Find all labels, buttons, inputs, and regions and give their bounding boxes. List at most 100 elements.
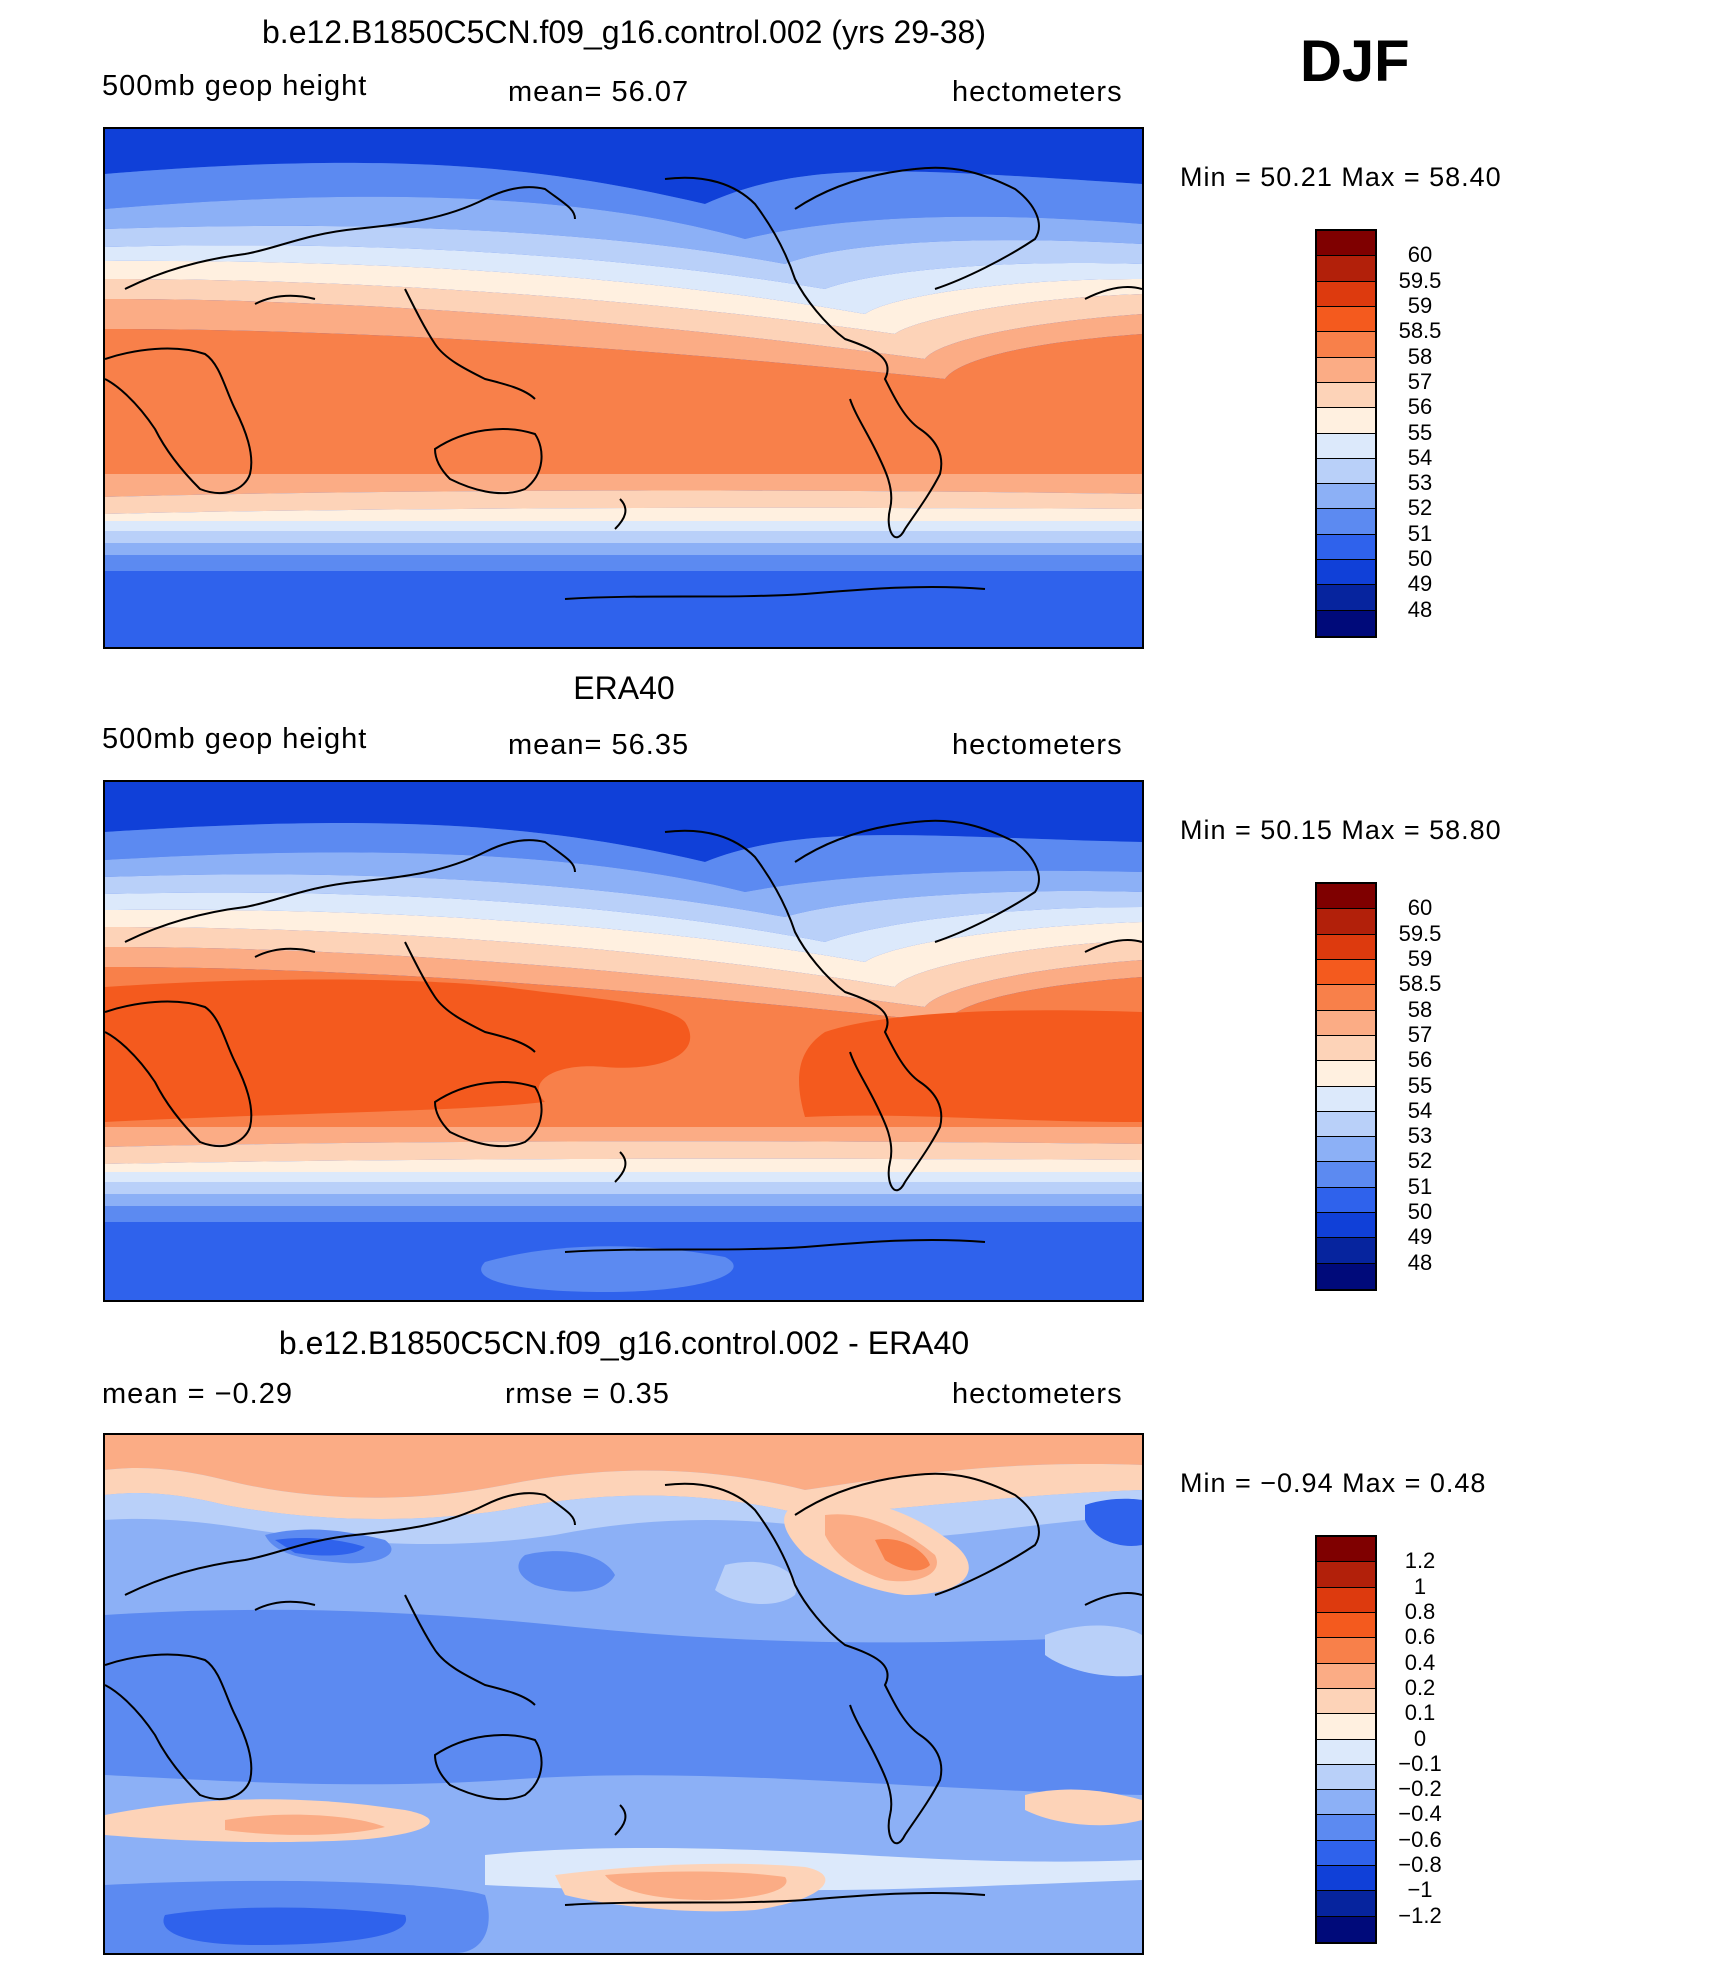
panel1-map-svg xyxy=(105,129,1142,647)
colorbar-tick-label: 0.2 xyxy=(1404,1674,1436,1700)
colorbar-segment xyxy=(1317,1916,1375,1942)
colorbar-segment xyxy=(1317,1238,1375,1264)
colorbar-segment xyxy=(1317,1866,1375,1892)
colorbar-tick-label: 57 xyxy=(1407,1021,1433,1047)
colorbar-tick-label: 55 xyxy=(1407,1072,1433,1098)
colorbar-segment xyxy=(1317,433,1375,459)
colorbar-tick-label: 56 xyxy=(1407,1047,1433,1073)
colorbar-segment xyxy=(1317,1537,1375,1563)
colorbar-tick-label: 0.6 xyxy=(1404,1624,1436,1650)
colorbar-segment xyxy=(1317,1162,1375,1188)
colorbar-tick-label: 58.5 xyxy=(1398,318,1442,344)
colorbar-tick-label: 50 xyxy=(1407,546,1433,572)
colorbar-tick-label: 48 xyxy=(1407,1249,1433,1275)
panel2-map xyxy=(103,780,1144,1302)
panel2-colorbar xyxy=(1315,882,1377,1291)
panel2-map-svg xyxy=(105,782,1142,1300)
colorbar-tick-label: −0.8 xyxy=(1398,1852,1442,1878)
colorbar-segment xyxy=(1317,934,1375,960)
panel2-mean-label: mean= 56.35 xyxy=(508,729,690,761)
colorbar-segment xyxy=(1317,1587,1375,1613)
season-label: DJF xyxy=(1300,29,1410,94)
colorbar-tick-label: 55 xyxy=(1407,419,1433,445)
panel3-map xyxy=(103,1433,1144,1955)
colorbar-tick-label: 60 xyxy=(1407,895,1433,921)
colorbar-tick-label: 1 xyxy=(1413,1573,1427,1599)
colorbar-segment xyxy=(1317,1840,1375,1867)
colorbar-segment xyxy=(1317,909,1375,935)
colorbar-segment xyxy=(1317,231,1375,257)
colorbar-tick-label: 60 xyxy=(1407,242,1433,268)
colorbar-tick-label: 58.5 xyxy=(1398,971,1442,997)
colorbar-segment xyxy=(1317,1035,1375,1062)
colorbar-tick-label: 54 xyxy=(1407,1097,1433,1123)
panel3-colorbar xyxy=(1315,1535,1377,1944)
panel3-coastlines xyxy=(105,1472,1142,1906)
panel1-min-max: Min = 50.21 Max = 58.40 xyxy=(1180,162,1502,192)
colorbar-segment xyxy=(1317,1010,1375,1036)
colorbar-segment xyxy=(1317,332,1375,358)
colorbar-tick-label: 0 xyxy=(1413,1725,1427,1751)
colorbar-segment xyxy=(1317,1137,1375,1163)
colorbar-tick-label: 58 xyxy=(1407,343,1433,369)
colorbar-tick-label: 54 xyxy=(1407,444,1433,470)
colorbar-segment xyxy=(1317,534,1375,561)
colorbar-tick-label: 52 xyxy=(1407,1148,1433,1174)
colorbar-tick-label: −1.2 xyxy=(1398,1902,1442,1928)
colorbar-segment xyxy=(1317,585,1375,611)
colorbar-segment xyxy=(1317,1739,1375,1765)
colorbar-tick-label: 51 xyxy=(1407,1173,1433,1199)
colorbar-tick-label: 48 xyxy=(1407,596,1433,622)
colorbar-segment xyxy=(1317,1663,1375,1689)
colorbar-segment xyxy=(1317,959,1375,986)
colorbar-segment xyxy=(1317,1714,1375,1740)
panel3-min-max: Min = −0.94 Max = 0.48 xyxy=(1180,1468,1487,1498)
colorbar-segment xyxy=(1317,1891,1375,1917)
panel2-units-label: hectometers xyxy=(952,729,1123,761)
colorbar-segment xyxy=(1317,1061,1375,1087)
panel2-coastlines xyxy=(105,819,1142,1253)
colorbar-segment xyxy=(1317,884,1375,910)
colorbar-tick-label: 59.5 xyxy=(1398,267,1442,293)
panel2-min-max: Min = 50.15 Max = 58.80 xyxy=(1180,815,1502,845)
colorbar-tick-label: 51 xyxy=(1407,520,1433,546)
colorbar-tick-label: 0.4 xyxy=(1404,1649,1436,1675)
panel1-map xyxy=(103,127,1144,649)
colorbar-tick-label: −0.6 xyxy=(1398,1826,1442,1852)
panel1-variable-label: 500mb geop height xyxy=(102,70,368,102)
colorbar-segment xyxy=(1317,357,1375,383)
panel1-colorbar xyxy=(1315,229,1377,638)
colorbar-tick-label: 57 xyxy=(1407,368,1433,394)
colorbar-segment xyxy=(1317,1086,1375,1112)
colorbar-tick-label: 0.1 xyxy=(1404,1700,1436,1726)
colorbar-tick-label: 59 xyxy=(1407,292,1433,318)
colorbar-segment xyxy=(1317,306,1375,333)
panel2-colorbar-segments xyxy=(1317,884,1375,1289)
panel2-title: ERA40 xyxy=(573,670,675,706)
panel3-title: b.e12.B1850C5CN.f09_g16.control.002 - ER… xyxy=(278,1325,970,1361)
colorbar-tick-label: −1 xyxy=(1407,1877,1433,1903)
colorbar-segment xyxy=(1317,484,1375,510)
panel2-colorbar-labels: 60 59.5 59 58.5 58 57 56 55 54 53 52 51 50 49 48 xyxy=(1385,882,1455,1287)
colorbar-segment xyxy=(1317,1790,1375,1816)
colorbar-segment xyxy=(1317,1638,1375,1664)
colorbar-segment xyxy=(1317,1263,1375,1289)
panel3-units-label: hectometers xyxy=(952,1378,1123,1410)
panel3-mean-label: mean = −0.29 xyxy=(102,1378,293,1410)
panel1-colorbar-segments xyxy=(1317,231,1375,636)
colorbar-tick-label: 53 xyxy=(1407,470,1433,496)
colorbar-tick-label: 56 xyxy=(1407,394,1433,420)
panel2-variable-label: 500mb geop height xyxy=(102,723,368,755)
colorbar-tick-label: −0.1 xyxy=(1398,1750,1442,1776)
colorbar-tick-label: 59 xyxy=(1407,945,1433,971)
colorbar-tick-label: 49 xyxy=(1407,1224,1433,1250)
colorbar-segment xyxy=(1317,1111,1375,1138)
panel1-coastlines xyxy=(105,166,1142,600)
panel1-units-label: hectometers xyxy=(952,76,1123,108)
panel1-title: b.e12.B1850C5CN.f09_g16.control.002 (yrs… xyxy=(262,14,986,50)
panel1-mean-label: mean= 56.07 xyxy=(508,76,690,108)
colorbar-segment xyxy=(1317,1815,1375,1841)
colorbar-tick-label: 0.8 xyxy=(1404,1598,1436,1624)
colorbar-tick-label: 58 xyxy=(1407,996,1433,1022)
colorbar-segment xyxy=(1317,509,1375,535)
